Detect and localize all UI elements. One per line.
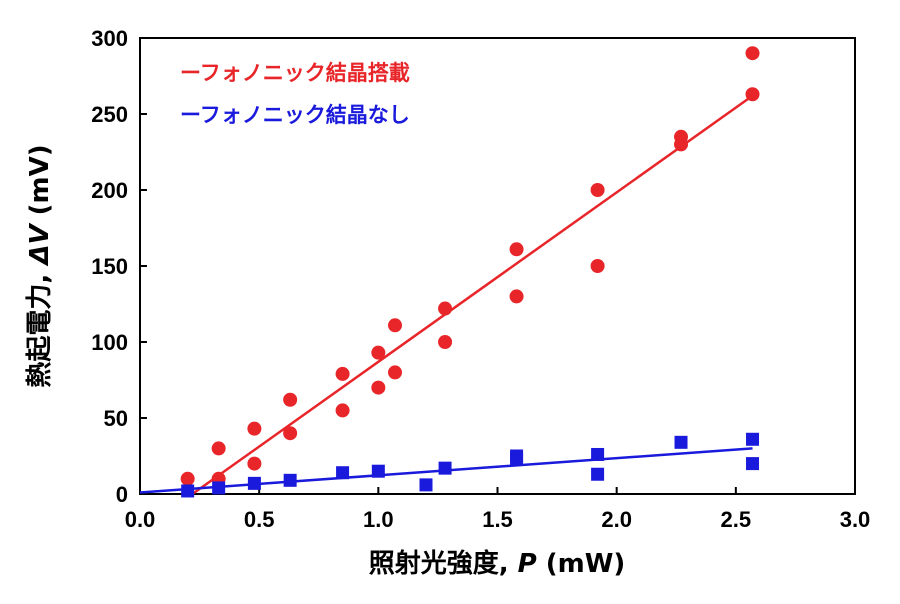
x-axis-title-main: 照射光強度,: [369, 548, 518, 579]
data-point-square: [746, 457, 760, 471]
x-tick-label: 1.0: [363, 507, 394, 532]
x-axis-title-var: P: [518, 549, 537, 579]
x-tick-label: 0.0: [125, 507, 156, 532]
data-point-square: [510, 449, 524, 463]
x-tick-label: 3.0: [840, 507, 871, 532]
x-tick-label: 0.5: [244, 507, 275, 532]
data-point-square: [591, 447, 605, 461]
y-tick-label: 50: [104, 406, 128, 431]
data-point-circle: [674, 129, 689, 144]
x-tick-label: 1.5: [482, 507, 513, 532]
y-tick-label: 100: [91, 330, 128, 355]
data-point-circle: [438, 335, 453, 349]
data-point-square: [371, 464, 385, 478]
data-point-circle: [283, 392, 298, 407]
x-tick-label: 2.0: [601, 507, 632, 532]
legend: ーフォノニック結晶搭載 ーフォノニック結晶なし: [180, 61, 410, 127]
data-point-circle: [247, 456, 262, 471]
fit-lines: [139, 94, 754, 496]
data-point-square: [746, 432, 760, 446]
y-axis-title: 熱起電力, ΔV (mV): [25, 144, 55, 387]
data-point-circle: [745, 87, 760, 102]
data-point-circle: [371, 345, 386, 360]
y-tick-label: 0: [116, 482, 128, 507]
data-point-circle: [180, 471, 195, 486]
legend-label-no-phononic-crystal: ーフォノニック結晶なし: [180, 103, 410, 127]
data-point-circle: [438, 301, 453, 316]
data-point-circle: [247, 421, 262, 436]
x-axis-title: 照射光強度, P (mW): [369, 548, 626, 579]
y-tick-label: 300: [91, 26, 128, 51]
data-point-circle: [388, 318, 403, 333]
x-axis-title-unit: (mW): [537, 549, 626, 579]
data-point-circle: [283, 426, 298, 441]
data-point-circle: [388, 365, 403, 380]
y-axis-ticks: 0 50 100 150 200 250 300: [91, 26, 147, 507]
legend-label-phononic-crystal: ーフォノニック結晶搭載: [180, 61, 410, 85]
data-point-square: [181, 484, 195, 498]
data-point-square: [283, 473, 297, 487]
x-tick-label: 2.5: [721, 507, 752, 532]
data-point-circle: [335, 403, 350, 418]
y-tick-label: 200: [91, 178, 128, 203]
data-point-circle: [590, 259, 605, 273]
data-point-square: [591, 467, 605, 481]
data-point-square: [438, 461, 452, 475]
data-point-circle: [590, 183, 605, 197]
x-axis-ticks: 0.0 0.5 1.0 1.5 2.0 2.5 3.0: [125, 487, 871, 532]
y-axis-title-main: 熱起電力,: [25, 265, 55, 388]
data-point-square: [336, 466, 350, 480]
y-axis-title-var: ΔV: [25, 223, 55, 267]
data-point-square: [419, 478, 433, 492]
data-point-circle: [509, 242, 524, 257]
y-tick-label: 250: [91, 102, 128, 127]
data-point-circle: [335, 366, 350, 381]
data-point-circle: [745, 46, 760, 61]
y-axis-title-unit: (mV): [25, 144, 55, 224]
data-point-square: [212, 481, 226, 495]
y-tick-label: 150: [91, 254, 128, 279]
data-point-circle: [211, 441, 226, 456]
data-point-square: [674, 435, 688, 449]
data-point-circle: [371, 380, 386, 395]
fit-line-series-0: [191, 94, 754, 496]
data-points: [180, 46, 760, 498]
data-point-square: [247, 476, 261, 490]
data-point-circle: [509, 289, 524, 304]
